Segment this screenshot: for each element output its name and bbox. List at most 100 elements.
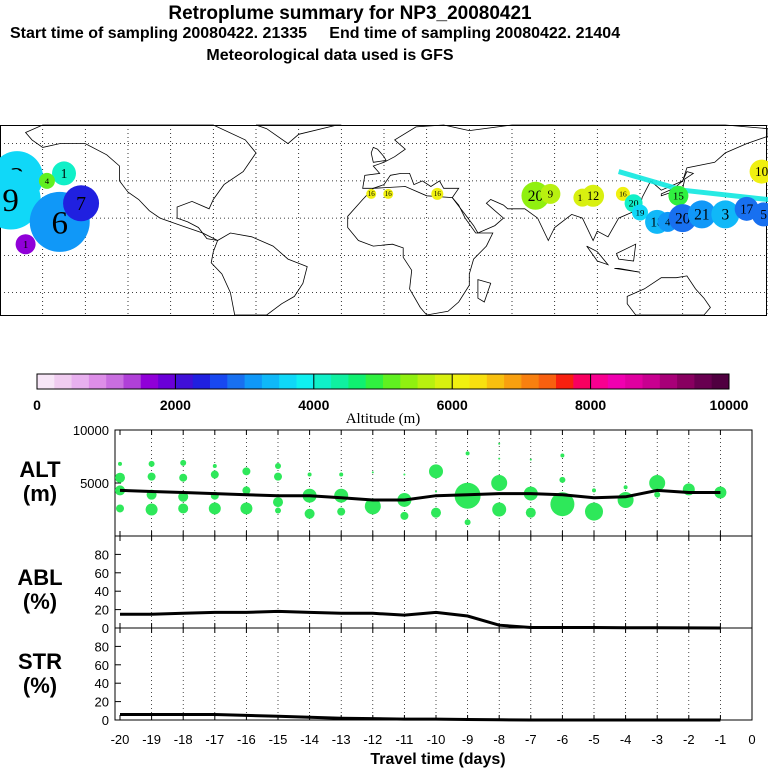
y-tick-label: 20 bbox=[95, 603, 109, 618]
alt-point bbox=[274, 472, 282, 481]
alt-point bbox=[560, 453, 565, 458]
panel-alt: 10000 5000 bbox=[73, 423, 753, 537]
colorbar-swatch bbox=[504, 374, 522, 389]
plume-cluster bbox=[38, 172, 55, 189]
colorbar-swatch bbox=[71, 374, 90, 389]
colorbar-swatch bbox=[469, 374, 488, 389]
colorbar-swatch bbox=[434, 374, 453, 389]
colorbar-tick-label: 0 bbox=[33, 397, 41, 413]
alt-point bbox=[210, 470, 219, 479]
plume-cluster bbox=[582, 184, 605, 207]
alt-point bbox=[498, 442, 501, 445]
alt-point bbox=[147, 472, 156, 481]
plume-cluster bbox=[52, 161, 76, 186]
alt-point bbox=[623, 485, 628, 490]
coastline bbox=[586, 245, 610, 266]
abl-line bbox=[120, 609, 721, 630]
alt-axis-label: ALT (m) bbox=[19, 457, 61, 506]
y-tick-label: 40 bbox=[95, 584, 109, 599]
plume-day-label: 4 bbox=[45, 176, 50, 186]
plume-day-label: 4 bbox=[665, 217, 671, 229]
plume-day-label: 16 bbox=[619, 190, 627, 199]
alt-point bbox=[275, 507, 281, 514]
plume-day-label: 10 bbox=[755, 164, 768, 179]
alt-point bbox=[585, 502, 603, 521]
y-tick-label: 60 bbox=[95, 566, 109, 581]
plume-cluster bbox=[540, 183, 561, 204]
plume-day-label: 15 bbox=[673, 191, 685, 203]
x-tick-label: -8 bbox=[493, 732, 505, 747]
plume-cluster bbox=[632, 204, 648, 221]
alt-point bbox=[242, 486, 251, 495]
y-tick-label: 20 bbox=[95, 695, 109, 710]
colorbar-swatch bbox=[123, 374, 142, 389]
colorbar-swatch bbox=[261, 374, 280, 389]
colorbar-swatch bbox=[348, 374, 367, 389]
plume-day-label: 21 bbox=[694, 207, 709, 224]
colorbar-swatch bbox=[573, 374, 591, 389]
x-tick-label: -4 bbox=[620, 732, 632, 747]
x-tick-label: 0 bbox=[748, 732, 755, 747]
colorbar-swatch bbox=[175, 374, 194, 389]
alt-point bbox=[592, 488, 596, 493]
alt-point bbox=[179, 473, 188, 482]
alt-point bbox=[334, 488, 349, 503]
x-tick-label: -9 bbox=[462, 732, 474, 747]
y-tick-label: 80 bbox=[95, 639, 109, 654]
met-data: Meteorological data used is GFS bbox=[206, 47, 454, 64]
alt-point bbox=[649, 475, 666, 491]
colorbar-swatch bbox=[227, 374, 245, 389]
alt-median-line bbox=[119, 488, 721, 502]
y-tick-label: 0 bbox=[102, 621, 109, 636]
colorbar-swatch bbox=[54, 374, 72, 389]
colorbar-swatch bbox=[677, 374, 695, 389]
x-tick-label: -7 bbox=[525, 732, 537, 747]
alt-point bbox=[115, 472, 125, 483]
plume-day-label: 16 bbox=[368, 190, 376, 198]
y-tick-label: 80 bbox=[95, 547, 109, 562]
x-tick-label: -1 bbox=[715, 732, 727, 747]
colorbar-swatch bbox=[210, 374, 228, 389]
x-tick-label: -20 bbox=[111, 732, 130, 747]
alt-point bbox=[400, 511, 409, 520]
str-axis-label: STR (%) bbox=[18, 649, 62, 698]
x-tick-label: -17 bbox=[205, 732, 224, 747]
colorbar-swatch bbox=[279, 374, 297, 389]
str-line bbox=[120, 713, 721, 722]
colorbar-swatch bbox=[556, 374, 574, 389]
coastline bbox=[210, 232, 308, 316]
colorbar-swatch bbox=[313, 374, 332, 389]
alt-point bbox=[242, 467, 251, 476]
plume-day-label: 16 bbox=[385, 190, 393, 198]
x-tick-label: -2 bbox=[683, 732, 695, 747]
alt-point bbox=[465, 451, 470, 456]
plume-cluster bbox=[687, 200, 716, 229]
alt-point bbox=[307, 472, 312, 477]
x-tick-label: -10 bbox=[427, 732, 446, 747]
colorbar-swatch bbox=[331, 374, 349, 389]
plume-day-label: 7 bbox=[76, 193, 86, 215]
alt-point bbox=[464, 519, 471, 526]
plume-day-label: 12 bbox=[587, 189, 599, 203]
x-tick-label: -19 bbox=[142, 732, 161, 747]
alt-point bbox=[178, 491, 189, 502]
alt-point bbox=[498, 457, 501, 460]
start-time: Start time of sampling 20080422. 21335 bbox=[10, 25, 308, 42]
colorbar-swatch bbox=[296, 374, 315, 389]
colorbar-swatch bbox=[590, 374, 609, 389]
colorbar-tick-label: 8000 bbox=[575, 397, 606, 413]
y-tick-label: 5000 bbox=[80, 476, 109, 491]
plume-clusters: 2967114209181216201915184202131751016161… bbox=[0, 151, 768, 255]
alt-point bbox=[145, 503, 158, 516]
coastline bbox=[370, 146, 387, 163]
colorbar-swatch bbox=[659, 374, 678, 389]
panel-abl: 80 60 40 20 0 bbox=[95, 535, 753, 636]
alt-point bbox=[550, 492, 575, 517]
plume-cluster bbox=[711, 200, 740, 229]
x-tick-label: -6 bbox=[557, 732, 569, 747]
end-time: End time of sampling 20080422. 21404 bbox=[329, 25, 621, 42]
colorbar-swatch bbox=[694, 374, 713, 389]
plume-cluster bbox=[63, 185, 100, 222]
